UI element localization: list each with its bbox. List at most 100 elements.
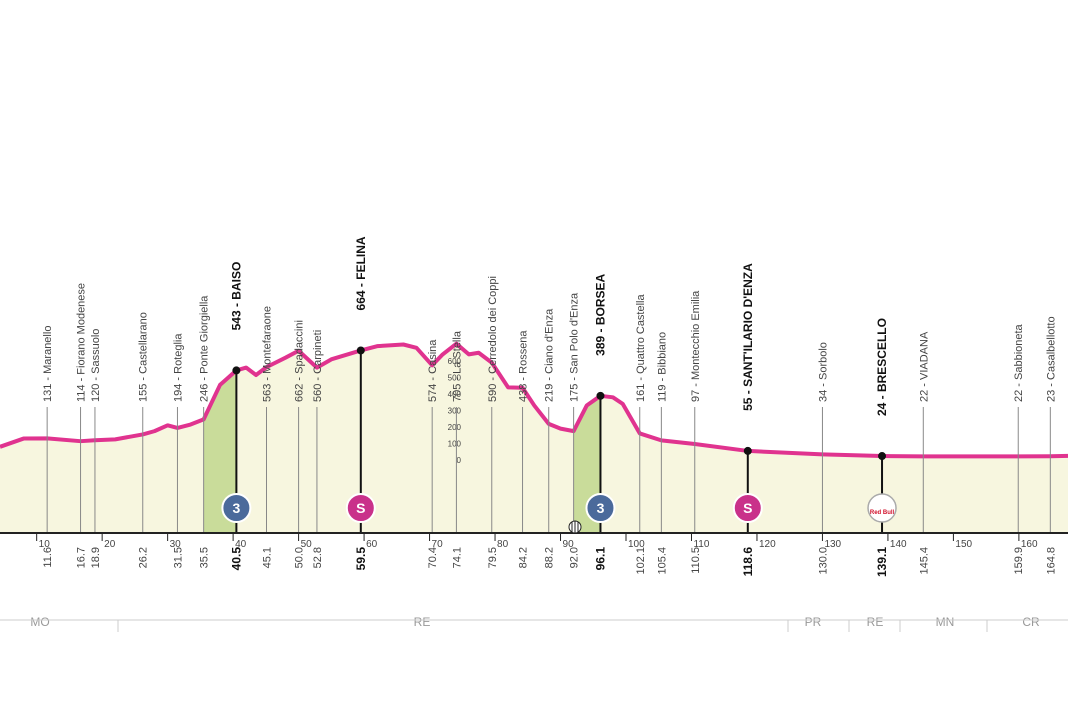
km-label: 70.4	[427, 547, 439, 568]
badge: 3	[221, 493, 252, 523]
km-label: 74.1	[451, 547, 463, 568]
place-label: 563 - Montefaraone	[262, 306, 274, 402]
km-label: 92.0	[569, 547, 581, 568]
y-tick-label: 0	[457, 456, 462, 465]
place-label: 438 - Rossena	[518, 330, 530, 402]
badge-circle	[867, 493, 897, 523]
x-tick-label: 110	[693, 539, 709, 550]
place-label: 389 - BORSEA	[593, 273, 607, 355]
place-dot	[596, 391, 605, 400]
place-label: 560 - Carpineti	[312, 330, 324, 402]
region-label: RE	[414, 615, 431, 629]
km-label: 105.4	[656, 547, 668, 575]
place-label: 114 - Fiorano Modenese	[76, 283, 88, 402]
place-label: 22 - VIADANA	[918, 331, 930, 402]
km-label: 16.7	[76, 547, 88, 568]
x-tick-label: 30	[170, 539, 182, 550]
badge-text: 3	[232, 500, 240, 516]
region-label: CR	[1022, 615, 1040, 629]
place-label: 97 - Montecchio Emilia	[690, 290, 702, 402]
place-label: 175 - San Polo d'Enza	[569, 292, 581, 402]
km-label: 84.2	[518, 547, 530, 568]
place-label: 131 - Maranello	[42, 326, 54, 402]
badge: S	[345, 493, 376, 523]
x-tick-label: 120	[759, 539, 776, 550]
x-tick-label: 20	[104, 539, 116, 550]
badge-text: S	[743, 500, 752, 516]
km-label: 59.5	[354, 547, 368, 571]
km-label: 159.9	[1013, 547, 1025, 575]
place-dot	[232, 366, 241, 375]
region-label: PR	[805, 615, 822, 629]
km-label: 88.2	[544, 547, 556, 568]
km-label: 102.1	[635, 547, 647, 575]
km-label: 26.2	[138, 547, 150, 568]
badge-circle	[221, 493, 252, 523]
badge-text: S	[356, 500, 365, 516]
km-label: 31.5	[172, 547, 184, 568]
place-label: 24 - BRESCELLO	[875, 318, 889, 416]
place-label: 246 - Ponte Giorgiella	[199, 295, 211, 402]
place-label: 22 - Sabbioneta	[1013, 323, 1025, 402]
x-tick-label: 10	[39, 539, 51, 550]
x-tick-label: 50	[301, 539, 313, 550]
badge-circle	[732, 493, 763, 523]
badge: Red Bull	[867, 493, 897, 523]
region-label: MO	[30, 615, 49, 629]
x-tick-label: 140	[890, 539, 907, 550]
km-label: 110.5	[690, 547, 702, 574]
place-label: 34 - Sorbolo	[817, 342, 829, 402]
x-tick-label: 80	[497, 539, 509, 550]
x-tick-label: 70	[432, 539, 444, 550]
place-label: 574 - Casina	[427, 339, 439, 402]
badge-circle	[345, 493, 376, 523]
place-label: 662 - Spadaccini	[294, 320, 306, 402]
place-label: 194 - Roteglia	[172, 333, 184, 402]
profile-line	[0, 341, 1068, 459]
y-tick-label: 300	[448, 407, 462, 416]
place-label: 161 - Quattro Castella	[635, 294, 647, 402]
km-label: 118.6	[741, 547, 755, 577]
place-dot	[743, 446, 752, 455]
y-tick-label: 100	[448, 440, 462, 449]
main-layer: 0 100 200 300 400 500 600 10 20 30 40 50 60 70 80 90 100…	[0, 236, 1068, 632]
x-tick-label: 60	[366, 539, 378, 550]
km-label: 18.9	[90, 547, 102, 568]
x-tick-label: 130	[824, 539, 841, 550]
place-dot	[878, 452, 887, 461]
region-label: RE	[867, 615, 884, 629]
climb-fill	[203, 370, 237, 533]
badge-text: Red Bull	[870, 510, 895, 516]
km-label: 52.8	[312, 547, 324, 568]
km-label: 40.5	[229, 547, 243, 571]
y-tick-label: 200	[448, 423, 462, 432]
km-label: 139.1	[875, 547, 889, 577]
place-label: 219 - Ciano d'Enza	[544, 308, 556, 402]
place-label: 664 - FELINA	[354, 236, 368, 310]
y-tick-label: 500	[448, 374, 462, 383]
x-tick-label: 40	[235, 539, 247, 550]
km-label: 145.4	[918, 547, 930, 575]
region-label: MN	[936, 615, 955, 629]
km-label: 50.0	[294, 547, 306, 568]
km-label: 35.5	[199, 547, 211, 568]
place-label: 705 - La Stella	[451, 330, 463, 402]
place-label: 55 - SANT'ILARIO D'ENZA	[741, 263, 755, 411]
km-label: 11.6	[42, 547, 54, 568]
x-tick-label: 100	[628, 539, 645, 550]
km-label: 79.5	[487, 547, 499, 568]
x-tick-label: 90	[563, 539, 575, 550]
x-tick-label: 160	[1021, 539, 1038, 550]
place-dot	[356, 346, 365, 355]
sprint-icon	[568, 520, 582, 534]
x-tick-label: 150	[955, 539, 972, 550]
place-label: 23 - Casalbellotto	[1045, 316, 1057, 402]
badge: S	[732, 493, 763, 523]
y-tick-label: 400	[448, 390, 462, 399]
y-tick-label: 600	[448, 357, 462, 366]
km-label: 45.1	[262, 547, 274, 568]
place-label: 119 - Bibbiano	[656, 332, 668, 402]
badge-text: 3	[597, 500, 605, 516]
